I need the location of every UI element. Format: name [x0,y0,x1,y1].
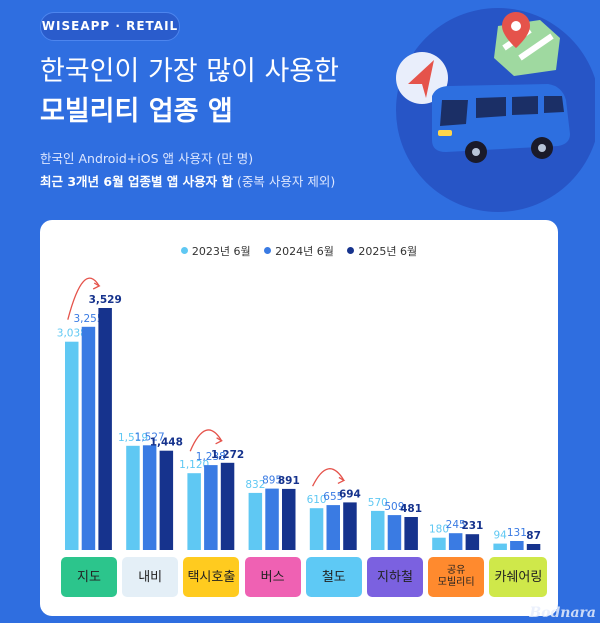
bar-1-5 [387,515,402,550]
growth-arrow-head [337,476,346,484]
growth-arrow-head [92,282,101,290]
chart-card: 2023년 6월 2024년 6월 2025년 6월 3,038 3,255 3,5… [40,220,558,616]
bar-1-2 [204,465,218,550]
bar-2-0 [98,308,112,550]
bar-0-1 [126,445,140,550]
bar-0-7 [493,543,507,550]
category-label: 공유 모빌리티 [428,557,485,597]
chart-legend: 2023년 6월 2024년 6월 2025년 6월 [40,243,558,259]
bar-2-4 [343,502,357,550]
legend-item-2024: 2024년 6월 [264,243,334,259]
growth-arrow [312,468,345,487]
bar-value-label: 481 [400,503,422,515]
bar-1-7 [510,541,524,550]
category-label: 택시호출 [183,557,240,597]
bar-0-5 [371,510,385,550]
growth-arrow [189,429,223,452]
page-title-line2: 모빌리티 업종 앱 [40,96,233,127]
bar-value-label: 3,255 [73,313,103,325]
bar-value-label: 94 [494,530,508,542]
bar-value-label: 509 [384,501,404,513]
legend-item-2023: 2023년 6월 [180,243,251,259]
bar-2-2 [220,462,235,550]
category-label: 내비 [122,557,179,597]
bar-value-label: 87 [526,530,541,542]
legend-label-2023: 2023년 6월 [191,245,251,258]
bar-value-label: 832 [245,479,265,491]
category-labels: 지도 내비 택시호출 버스 철도 지하철 공유 모빌리티 카쉐어링 [40,557,558,597]
bar-value-label: 891 [278,475,300,487]
growth-arrow [67,277,100,320]
location-pin-icon [502,12,530,48]
legend-item-2025: 2025년 6월 [347,243,417,259]
bar-0-3 [248,492,263,550]
legend-label-2024: 2024년 6월 [275,245,334,258]
category-label: 버스 [244,557,301,597]
legend-label-2025: 2025년 6월 [358,245,418,258]
bar-value-label: 570 [368,497,388,509]
bar-1-1 [142,445,157,550]
brand-badge: WISEAPP · RETAIL [40,12,180,41]
bar-value-label: 180 [429,524,449,536]
bar-value-label: 655 [323,491,343,503]
bar-2-7 [526,544,541,550]
bar-value-label: 1,120 [179,459,209,471]
bar-value-label: 1,519 [118,432,148,444]
bar-value-label: 1,272 [211,449,244,461]
bar-value-label: 1,238 [196,451,226,463]
bar-0-6 [432,537,446,550]
mobility-illustration [396,8,595,212]
legend-dot-2025 [347,247,355,254]
watermark: Bodnara [529,605,596,621]
subtitle-note-bold: 최근 3개년 6월 업종별 앱 사용자 합 [40,174,234,189]
bar-value-label: 3,038 [57,328,87,340]
bar-value-label: 245 [446,519,466,531]
bar-2-1 [159,450,174,550]
bus-icon [432,84,570,163]
bar-0-0 [65,341,79,550]
bar-0-4 [309,508,324,550]
growth-arrow-head [215,437,223,445]
category-label: 철도 [305,557,362,597]
bar-2-5 [404,517,418,550]
legend-dot-2023 [180,247,188,254]
bar-1-3 [265,488,279,550]
bar-value-label: 1,527 [135,431,165,443]
bar-1-4 [326,505,340,550]
bar-0-2 [187,473,201,550]
subtitle-unit: 한국인 Android+iOS 앱 사용자 (만 명) [40,151,254,166]
bar-value-label: 231 [461,520,483,532]
bar-2-6 [465,534,480,550]
bar-2-3 [282,488,296,550]
bar-1-6 [448,533,463,550]
category-label: 지하철 [367,557,423,597]
bar-value-label: 131 [507,527,527,539]
bar-value-label: 3,529 [89,294,122,306]
subtitle-note-paren: (중복 사용자 제외) [237,174,336,189]
category-label: 지도 [61,557,117,597]
bar-value-label: 610 [307,494,327,506]
bar-1-0 [81,326,96,550]
navigation-arrow-icon [396,52,448,104]
subtitle-note: 최근 3개년 6월 업종별 앱 사용자 합 (중복 사용자 제외) [40,173,335,191]
bar-value-label: 1,448 [150,437,183,449]
page-title-line1: 한국인이 가장 많이 사용한 [40,56,339,87]
bar-value-label: 895 [262,475,282,487]
legend-dot-2024 [264,247,272,254]
bar-value-label: 694 [339,488,361,500]
category-label: 카쉐어링 [489,557,548,597]
